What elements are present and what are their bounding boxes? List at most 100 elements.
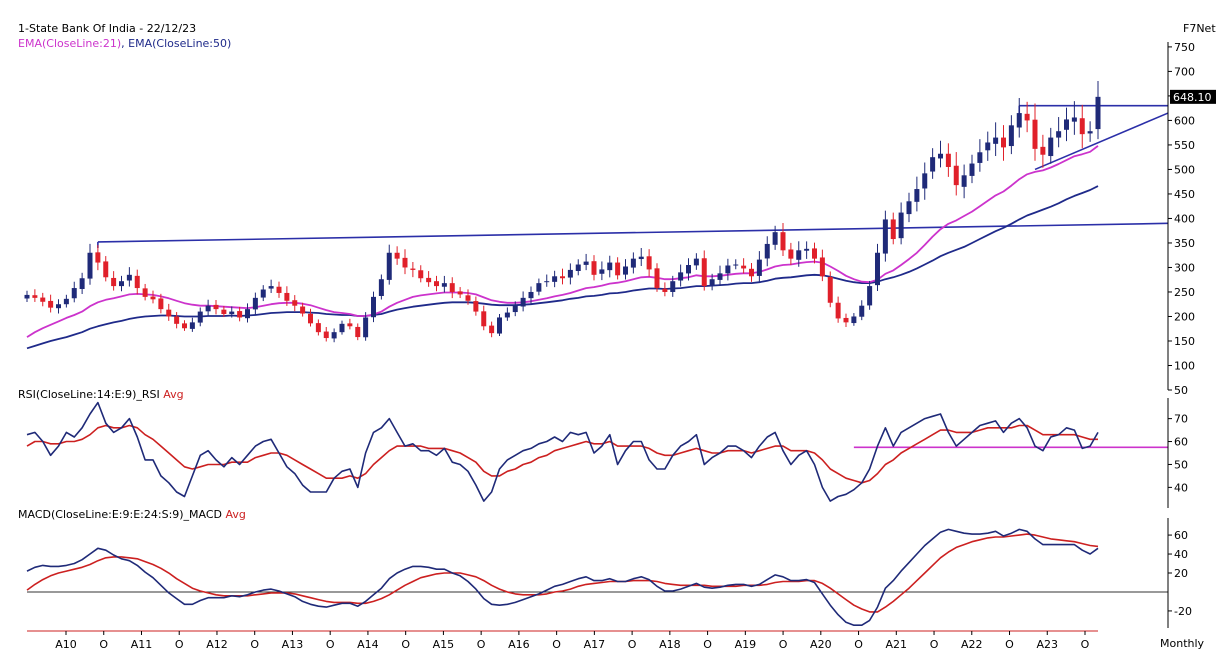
candle (764, 236, 770, 267)
price-axis-tick-label: 100 (1174, 359, 1195, 372)
x-axis-tick-label: A19 (735, 638, 757, 651)
candle (804, 241, 810, 259)
candle (119, 275, 124, 292)
candle-body (158, 298, 164, 310)
candle-body (1071, 117, 1077, 122)
candle (725, 258, 731, 281)
candle (930, 148, 936, 179)
x-axis-tick-label: A16 (508, 638, 530, 651)
axes: 5010015020025030035040045050055060065070… (27, 41, 1216, 651)
candle-body (646, 256, 652, 270)
candle (126, 267, 132, 287)
timeframe-label: Monthly (1160, 637, 1204, 650)
candle-body (725, 265, 731, 274)
candle (32, 289, 38, 302)
long-trendline (97, 222, 1169, 243)
candle (315, 319, 321, 336)
candle (575, 259, 581, 276)
candle-body (1095, 96, 1101, 130)
candle-body (638, 256, 644, 260)
candle (567, 263, 573, 285)
price-axis-tick-label: 350 (1174, 237, 1195, 250)
candle-body (111, 277, 117, 287)
candle-body (103, 261, 109, 278)
x-axis-tick-label: A21 (886, 638, 908, 651)
rsi-legend: RSI(CloseLine:14:E:9)_RSI Avg (18, 388, 184, 401)
candle (87, 243, 93, 285)
candle (756, 251, 762, 283)
candle (922, 162, 928, 200)
candle (237, 306, 243, 322)
candle-body (481, 311, 487, 327)
rsi-axis-tick-label: 50 (1174, 458, 1188, 471)
last-price-label: 648.10 (1173, 91, 1212, 104)
candle (599, 261, 605, 281)
candle (733, 259, 739, 270)
candle (898, 202, 904, 245)
price-axis-tick-label: 600 (1174, 114, 1195, 127)
rsi-axis-tick-label: 60 (1174, 436, 1188, 449)
x-axis-tick-label: O (779, 638, 788, 651)
candle-body (134, 275, 140, 289)
brand-text: F7Net (1183, 22, 1216, 35)
ema50-legend: EMA(CloseLine:50) (128, 37, 232, 50)
candle-body (418, 270, 424, 279)
candle-body (882, 219, 888, 254)
macd-legend: MACD(CloseLine:E:9:E:24:S:9)_MACD Avg (18, 508, 246, 521)
candle (717, 265, 723, 286)
candle-body (323, 331, 329, 339)
candle (71, 281, 77, 303)
candle (182, 320, 187, 331)
candle-body (552, 276, 558, 282)
chart-title-text: 1-State Bank Of India - 22/12/23 (18, 22, 197, 35)
candle-body (378, 279, 384, 296)
candle-body (969, 163, 975, 176)
candle (512, 301, 518, 317)
x-axis-tick-label: A15 (433, 638, 455, 651)
candle (520, 291, 526, 312)
candle (339, 320, 345, 335)
rsi-legend-text: RSI(CloseLine:14:E:9)_RSI (18, 388, 160, 401)
x-axis-tick-label: O (326, 638, 335, 651)
candle-body (363, 317, 369, 338)
candle-body (331, 332, 337, 339)
candle-body (1016, 113, 1022, 128)
candle-body (906, 201, 912, 215)
candle (489, 321, 495, 338)
candle-body (867, 286, 873, 306)
candle (1001, 125, 1006, 161)
candle-body (182, 323, 187, 329)
candle-body (300, 306, 306, 314)
candle (1095, 80, 1101, 140)
candle-body (87, 252, 93, 279)
rsi-avg-line (26, 424, 1098, 484)
rsi-axis-tick-label: 40 (1174, 481, 1188, 494)
candle-body (166, 309, 172, 317)
candle-body (229, 311, 235, 315)
candle (95, 245, 101, 271)
candle-body (756, 259, 762, 276)
candle (394, 246, 400, 265)
candle (457, 287, 463, 299)
price-axis-tick-label: 400 (1174, 212, 1195, 225)
candle (221, 305, 227, 318)
candle-body (126, 274, 132, 281)
candle (1040, 134, 1046, 168)
candle-body (599, 269, 605, 274)
price-axis-tick-label: 450 (1174, 188, 1195, 201)
candle (851, 313, 857, 326)
candle (623, 259, 628, 280)
candle-body (1056, 131, 1062, 138)
candle-body (410, 268, 416, 270)
candle (607, 255, 613, 278)
candle-body (40, 297, 46, 302)
candle (536, 278, 542, 296)
candle-body (804, 248, 810, 251)
candle-body (662, 288, 668, 292)
candle-body (741, 265, 747, 269)
rsi-line (26, 401, 1099, 502)
candle (1024, 101, 1030, 133)
candle (402, 249, 408, 275)
candle-body (780, 232, 786, 251)
candle (441, 275, 447, 293)
